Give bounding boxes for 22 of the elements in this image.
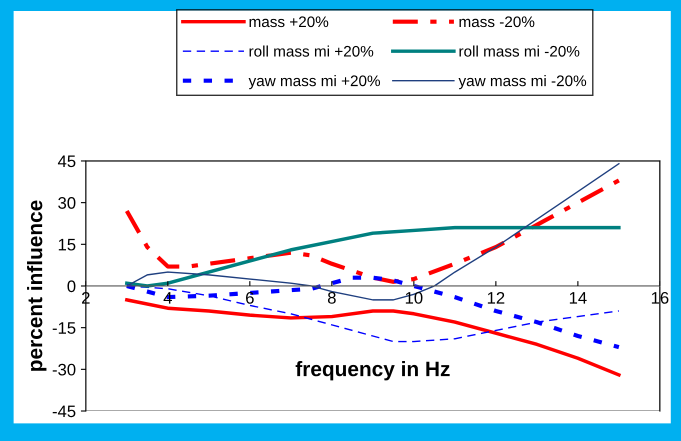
legend-label: roll mass mi -20%: [460, 45, 580, 57]
legend-label: yaw mass mi +20%: [248, 74, 380, 90]
line-series: [125, 226, 621, 288]
y-axis-title: percent influence: [27, 200, 46, 371]
y-tick-label: -15: [52, 322, 76, 334]
y-tick-label: 0: [67, 280, 76, 292]
y-tick-label: 45: [58, 156, 76, 168]
legend-label: mass -20%: [460, 16, 534, 28]
x-axis-title: frequency in Hz: [296, 361, 450, 380]
y-tick-label: 15: [58, 238, 76, 251]
legend-label: mass +20%: [250, 16, 328, 28]
x-tick-label: 6: [246, 292, 254, 304]
y-tick-label: 30: [58, 197, 76, 209]
legend-label: yaw mass mi -20%: [458, 74, 586, 90]
line-series: [124, 178, 621, 284]
x-tick-label: 8: [328, 292, 336, 304]
x-tick-label: 12: [488, 292, 504, 304]
x-tick-label: 10: [406, 292, 422, 304]
x-tick-label: 14: [570, 292, 587, 304]
y-tick-label: -45: [52, 406, 76, 418]
legend-label: roll mass mi +20%: [250, 45, 374, 57]
y-tick-label: -30: [52, 364, 76, 376]
